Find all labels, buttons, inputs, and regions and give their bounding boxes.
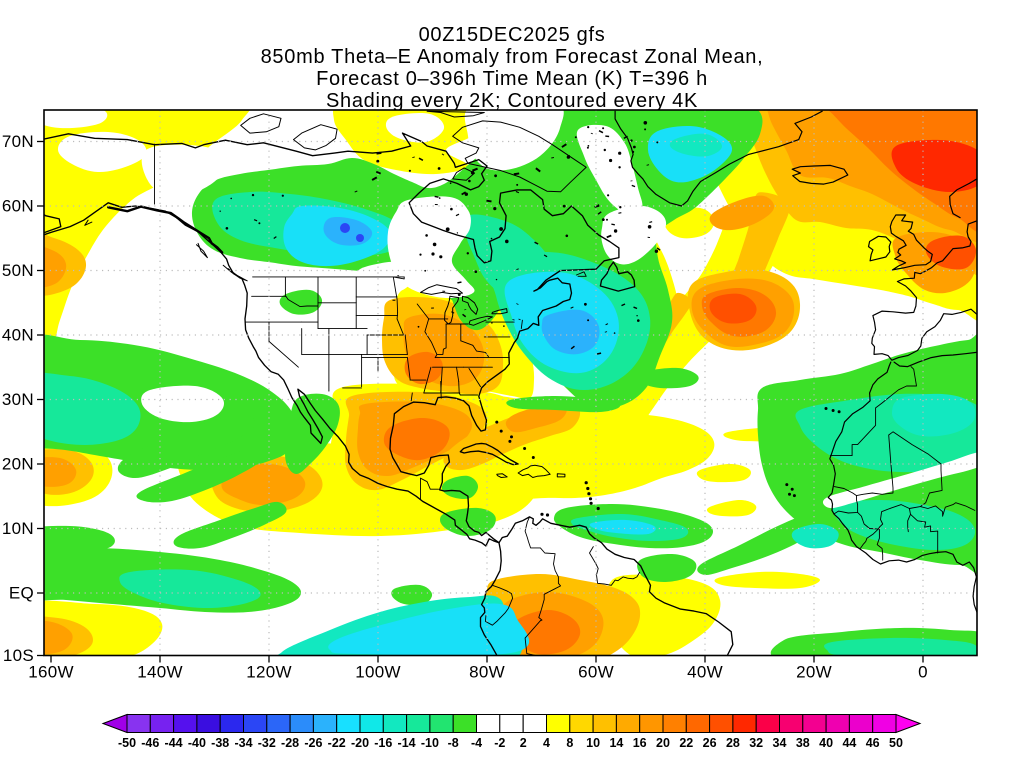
svg-text:70N: 70N	[2, 132, 34, 151]
svg-text:-20: -20	[351, 736, 369, 750]
svg-text:8: 8	[566, 736, 573, 750]
svg-text:40W: 40W	[687, 663, 723, 682]
svg-text:50N: 50N	[2, 261, 34, 280]
svg-text:40N: 40N	[2, 326, 34, 345]
svg-text:22: 22	[679, 736, 693, 750]
svg-text:-26: -26	[304, 736, 322, 750]
svg-text:Forecast 0–396h Time Mean (K): Forecast 0–396h Time Mean (K) T=396 h	[316, 68, 708, 90]
svg-text:-4: -4	[471, 736, 482, 750]
svg-text:16: 16	[633, 736, 647, 750]
svg-text:44: 44	[842, 736, 856, 750]
svg-text:140W: 140W	[137, 663, 183, 682]
svg-text:2: 2	[520, 736, 527, 750]
svg-text:80W: 80W	[469, 663, 505, 682]
svg-text:10S: 10S	[3, 646, 34, 665]
svg-text:0: 0	[918, 663, 928, 682]
svg-text:20: 20	[656, 736, 670, 750]
svg-text:46: 46	[866, 736, 880, 750]
svg-text:-44: -44	[165, 736, 183, 750]
svg-text:-10: -10	[421, 736, 439, 750]
svg-text:-8: -8	[448, 736, 459, 750]
svg-text:28: 28	[726, 736, 740, 750]
svg-text:100W: 100W	[355, 663, 401, 682]
svg-text:120W: 120W	[246, 663, 292, 682]
svg-text:60N: 60N	[2, 197, 34, 216]
svg-text:30N: 30N	[2, 390, 34, 409]
svg-text:160W: 160W	[28, 663, 74, 682]
svg-text:34: 34	[773, 736, 787, 750]
svg-text:10N: 10N	[2, 519, 34, 538]
svg-text:-22: -22	[328, 736, 346, 750]
svg-text:10: 10	[586, 736, 600, 750]
svg-text:-16: -16	[374, 736, 392, 750]
svg-text:-28: -28	[281, 736, 299, 750]
svg-text:Shading every 2K; Contoured ev: Shading every 2K; Contoured every 4K	[326, 90, 698, 112]
svg-text:26: 26	[703, 736, 717, 750]
svg-text:50: 50	[889, 736, 903, 750]
svg-text:32: 32	[749, 736, 763, 750]
svg-text:-38: -38	[211, 736, 229, 750]
svg-text:-34: -34	[234, 736, 252, 750]
svg-text:-40: -40	[188, 736, 206, 750]
svg-text:4: 4	[543, 736, 550, 750]
svg-text:14: 14	[609, 736, 623, 750]
svg-text:-14: -14	[398, 736, 416, 750]
svg-text:00Z15DEC2025 gfs: 00Z15DEC2025 gfs	[419, 24, 606, 46]
svg-text:60W: 60W	[578, 663, 614, 682]
svg-text:20W: 20W	[796, 663, 832, 682]
svg-text:20N: 20N	[2, 455, 34, 474]
svg-text:-2: -2	[494, 736, 505, 750]
svg-text:38: 38	[796, 736, 810, 750]
svg-text:-46: -46	[141, 736, 159, 750]
svg-text:EQ: EQ	[9, 584, 34, 603]
svg-text:-50: -50	[118, 736, 136, 750]
svg-text:-32: -32	[258, 736, 276, 750]
svg-text:850mb Theta–E Anomaly from For: 850mb Theta–E Anomaly from Forecast Zona…	[261, 46, 764, 68]
svg-text:40: 40	[819, 736, 833, 750]
